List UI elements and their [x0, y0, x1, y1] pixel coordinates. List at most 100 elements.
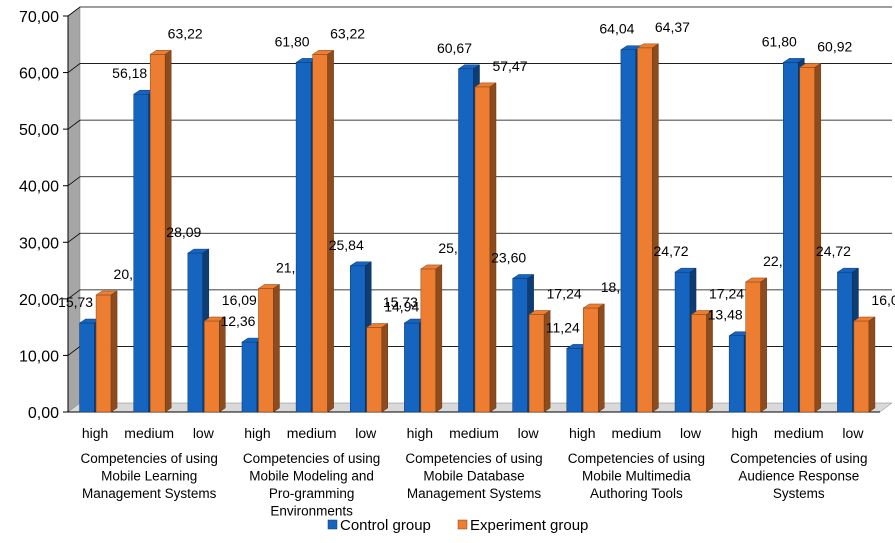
bar-side — [543, 310, 551, 413]
x-tick-label: low — [193, 425, 215, 441]
group-label-line: Audience Response — [738, 469, 859, 484]
bar-control — [187, 252, 204, 413]
group-label-line: Systems — [773, 486, 825, 501]
bar-experiment — [258, 288, 274, 413]
group-label-line: Authoring Tools — [590, 486, 683, 501]
bar-experiment — [637, 47, 653, 413]
x-tick-label: low — [518, 425, 540, 441]
x-tick-label: low — [680, 425, 702, 441]
bar-experiment — [691, 314, 707, 413]
data-label: 25,84 — [329, 237, 364, 253]
gridline — [67, 6, 892, 17]
x-tick-label: medium — [449, 425, 499, 441]
bar-side — [327, 49, 334, 413]
y-tick-label: 40,00 — [19, 179, 59, 196]
group-label-line: Environments — [270, 504, 353, 519]
bar-side — [381, 323, 388, 413]
y-tick-label: 30,00 — [19, 235, 59, 252]
x-tick-label: medium — [124, 425, 174, 441]
group-label-line: Competencies of using — [81, 451, 218, 466]
bar-experiment — [204, 320, 220, 413]
bar-control — [241, 341, 258, 413]
gridline — [67, 63, 892, 73]
legend-label: Experiment group — [470, 517, 588, 534]
bar-side — [219, 316, 226, 413]
data-label: 16,09 — [222, 292, 257, 308]
group-label-line: Mobile Modeling and — [249, 469, 374, 484]
x-tick-label: medium — [774, 425, 824, 441]
data-label: 17,24 — [709, 285, 744, 301]
data-label: 24,72 — [654, 243, 689, 259]
y-tick-label: 70,00 — [19, 9, 59, 26]
legend-swatch-experiment — [457, 519, 468, 530]
group-label-line: Competencies of using — [405, 451, 542, 466]
bar-control — [512, 278, 528, 413]
bar-side — [598, 303, 605, 413]
y-tick-label: 20,00 — [19, 292, 59, 309]
data-label: 56,18 — [112, 65, 147, 81]
data-label: 64,04 — [599, 21, 634, 37]
data-label: 28,09 — [166, 224, 201, 240]
bar-experiment — [312, 54, 328, 413]
group-label-line: Mobile Database — [423, 469, 524, 484]
bar-side — [868, 316, 876, 413]
bar-control — [728, 335, 745, 413]
bar-side — [489, 82, 497, 413]
group-label-line: Management Systems — [82, 486, 217, 501]
data-label: 63,22 — [168, 25, 203, 41]
x-tick-label: low — [355, 425, 377, 441]
x-tick-label: high — [569, 425, 595, 441]
group-label-line: Mobile Multimedia — [582, 469, 691, 484]
data-label: 61,80 — [275, 33, 310, 49]
data-label: 63,22 — [330, 25, 365, 41]
x-tick-label: high — [244, 425, 270, 441]
group-label-line: Competencies of using — [568, 451, 705, 466]
group-label-line: Competencies of using — [730, 451, 867, 466]
legend-label: Control group — [340, 517, 431, 534]
x-tick-label: low — [842, 425, 864, 441]
data-label: 15,73 — [383, 294, 418, 310]
bar-experiment — [853, 320, 870, 413]
x-tick-label: high — [731, 425, 757, 441]
bar-experiment — [583, 307, 599, 413]
bar-control — [620, 49, 637, 413]
y-tick-label: 10,00 — [19, 348, 59, 365]
y-tick-label: 50,00 — [19, 122, 59, 139]
data-label: 64,37 — [655, 19, 690, 35]
bar-side — [706, 310, 713, 413]
bar-control — [295, 62, 312, 413]
group-label-line: Pro-gramming — [269, 486, 355, 501]
bar-experiment — [799, 67, 816, 413]
group-label-line: Management Systems — [407, 486, 542, 501]
data-label: 60,67 — [437, 40, 472, 56]
data-label: 12,36 — [220, 313, 255, 329]
bar-control — [458, 68, 474, 413]
data-label: 60,92 — [817, 38, 852, 54]
bar-control — [837, 271, 853, 413]
bar-experiment — [366, 327, 382, 413]
y-tick-label: 0,00 — [28, 405, 59, 422]
legend-swatch-control — [327, 519, 338, 530]
group-label-line: Mobile Learning — [101, 469, 197, 484]
bar-control — [566, 348, 583, 413]
data-label: 16,09 — [871, 292, 895, 308]
bar-side — [652, 43, 659, 413]
x-tick-label: high — [82, 425, 108, 441]
data-label: 14,94 — [384, 298, 419, 314]
data-label: 57,47 — [492, 58, 527, 74]
bar-experiment — [474, 86, 491, 413]
data-label: 23,60 — [491, 249, 526, 265]
bar-control — [674, 271, 691, 413]
bar-control — [133, 93, 149, 413]
bar-control — [404, 322, 420, 413]
bar-side — [760, 277, 767, 413]
x-tick-label: medium — [287, 425, 337, 441]
bar-side — [164, 49, 172, 413]
bar-experiment — [528, 314, 545, 413]
bar-side — [110, 290, 118, 413]
bar-side — [435, 264, 443, 413]
bar-control — [79, 322, 95, 413]
data-label: 13,48 — [708, 307, 743, 323]
